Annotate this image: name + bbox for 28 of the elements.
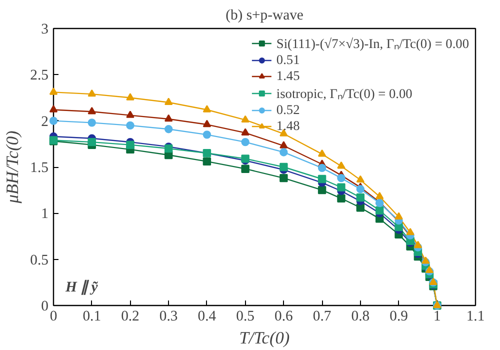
- annotation: H ∥ ỹ: [64, 280, 98, 296]
- chart-title: (b) s+p-wave: [226, 8, 304, 24]
- x-axis-title: T/Tc(0): [239, 328, 290, 348]
- x-tick-label: 0.9: [390, 308, 408, 324]
- x-tick-label: 1: [433, 308, 441, 324]
- y-tick-label: 1.5: [30, 160, 49, 176]
- y-tick-label: 1: [41, 206, 48, 222]
- x-tick-label: 0.2: [121, 308, 140, 324]
- x-tick-label: 0.7: [312, 308, 332, 324]
- x-tick-label: 0.4: [198, 308, 217, 324]
- x-tick-label: 0.3: [159, 308, 178, 324]
- x-tick-label: 0.8: [351, 308, 370, 324]
- y-tick-label: 2: [41, 114, 48, 130]
- y-axis-title: μBH/Tc(0): [3, 130, 22, 204]
- legend-label: Si(111)-(√7×√3)-In, Γₙ/Tc(0) = 0.00: [276, 35, 469, 52]
- y-tick-label: 2.5: [30, 68, 49, 84]
- legend-label: 0.52: [276, 102, 300, 118]
- x-tick-label: 1.1: [466, 308, 485, 324]
- x-tick-label: 0.6: [274, 308, 293, 324]
- y-tick-label: 3: [41, 22, 48, 38]
- legend-label: 1.48: [276, 118, 300, 134]
- y-tick-label: 0.5: [30, 252, 49, 268]
- legend-label: isotropic, Γₙ/Tc(0) = 0.00: [276, 85, 412, 102]
- x-tick-label: 0.5: [236, 308, 254, 324]
- legend-label: 1.45: [276, 68, 300, 84]
- y-tick-label: 0: [41, 298, 48, 314]
- legend-label: 0.51: [276, 52, 300, 68]
- x-tick-label: 0.1: [82, 308, 102, 324]
